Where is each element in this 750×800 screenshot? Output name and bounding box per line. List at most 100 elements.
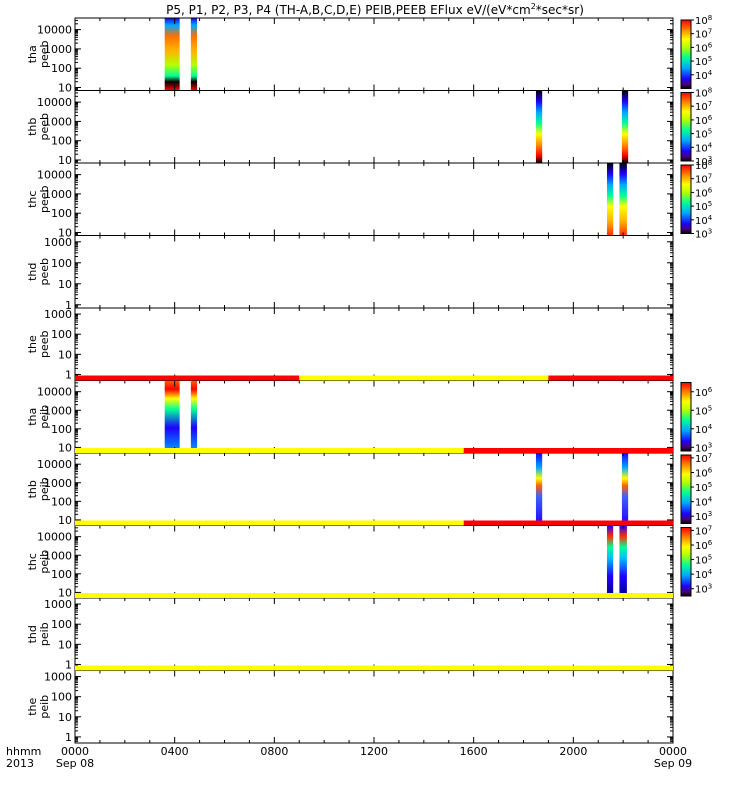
colorbar-label-tha-peeb-1e5: 105 bbox=[695, 55, 712, 68]
colorbar-label-thb-peeb-1e4: 104 bbox=[695, 141, 713, 154]
x-tick-label-2000-20: 2000 bbox=[559, 745, 587, 758]
panel-the-peib: 1 10 100 1000 the peib bbox=[26, 670, 674, 744]
y-tick-label-the-peib-1: 1 bbox=[65, 731, 72, 744]
panel-thd-peib: 1 10 100 1000 thd peib bbox=[26, 597, 674, 671]
colorbar-label-thb-peib-1e5: 105 bbox=[695, 481, 712, 494]
y-tick-label-tha-peib-1000: 1000 bbox=[44, 404, 72, 417]
status-segment-yellow bbox=[75, 665, 673, 671]
data-bar-thb-peeb-2 bbox=[621, 90, 629, 163]
y-tick-label-thd-peib-100: 100 bbox=[51, 618, 72, 631]
y-tick-label-thb-peib-1000: 1000 bbox=[44, 477, 72, 490]
y-tick-label-thd-peeb-100: 100 bbox=[51, 257, 72, 270]
colorbar-scale-thb-peeb bbox=[680, 92, 692, 162]
panel-label-probe-tha-peib: tha bbox=[26, 408, 39, 426]
data-bar-tha-peib-1 bbox=[164, 380, 180, 453]
y-tick-label-thc-peeb-10000: 10000 bbox=[37, 169, 72, 182]
colorbar-scale-thc-peeb bbox=[680, 164, 692, 234]
y-tick-label-thd-peeb-1000: 1000 bbox=[44, 236, 72, 249]
status-segment-yellow bbox=[75, 593, 673, 598]
panel-label-probe-the-peib: the bbox=[26, 697, 39, 715]
colorbar-label-tha-peib-1e5: 105 bbox=[695, 404, 712, 417]
colorbar-scale-tha-peeb bbox=[680, 19, 692, 89]
y-tick-label-the-peib-1000: 1000 bbox=[44, 671, 72, 684]
panel-frame-thb-peib bbox=[74, 452, 674, 526]
panel-label-product-thb-peeb: peeb bbox=[38, 113, 51, 141]
y-tick-label-thc-peib-10: 10 bbox=[58, 586, 72, 599]
colorbar-label-thc-peeb-1e4: 104 bbox=[695, 214, 713, 227]
colorbar-label-thc-peeb-1e5: 105 bbox=[695, 200, 712, 213]
colorbar-label-tha-peeb-1e7: 107 bbox=[695, 28, 712, 41]
colorbar-label-tha-peeb-1e8: 108 bbox=[695, 14, 712, 27]
y-tick-label-the-peeb-100: 100 bbox=[51, 328, 72, 341]
chart-title: P5, P1, P2, P3, P4 (TH-A,B,C,D,E) PEIB,P… bbox=[0, 2, 750, 17]
y-tick-label-the-peib-10: 10 bbox=[58, 711, 72, 724]
data-bar-thb-peeb-1 bbox=[535, 90, 543, 163]
data-bar-tha-peeb-2 bbox=[190, 18, 198, 91]
y-tick-label-thc-peib-10000: 10000 bbox=[37, 531, 72, 544]
status-segment-red bbox=[463, 520, 673, 526]
y-tick-label-tha-peeb-10000: 10000 bbox=[37, 24, 72, 37]
colorbar-label-thb-peeb-1e7: 107 bbox=[695, 100, 712, 113]
panel-label-probe-the-peeb: the bbox=[26, 335, 39, 353]
panel-label-probe-thc-peib: thc bbox=[26, 553, 39, 570]
x-date-label-0: Sep 08 bbox=[56, 757, 94, 770]
panel-the-peeb: 1 10 100 1000 the peeb bbox=[26, 307, 674, 381]
x-tick-label-1600-16: 1600 bbox=[460, 745, 488, 758]
y-tick-label-the-peib-100: 100 bbox=[51, 691, 72, 704]
y-tick-label-thd-peeb-10: 10 bbox=[58, 278, 72, 291]
x-tick-label-0000-0: 0000 bbox=[61, 745, 89, 758]
colorbar-scale-thc-peib bbox=[680, 527, 692, 597]
x-tick-label-0000-24: 0000 bbox=[659, 745, 687, 758]
x-axis-corner-label-year: 2013 bbox=[6, 757, 34, 770]
data-bar-thb-peib-2 bbox=[621, 453, 629, 526]
panel-frame-thc-peib bbox=[74, 525, 674, 599]
y-tick-label-thb-peeb-1000: 1000 bbox=[44, 115, 72, 128]
colorbar-label-thb-peib-1e4: 104 bbox=[695, 496, 713, 509]
data-bar-tha-peib-2 bbox=[190, 380, 198, 453]
y-tick-label-tha-peib-10: 10 bbox=[58, 441, 72, 454]
panel-thd-peeb: 1 10 100 1000 thd peeb bbox=[26, 235, 674, 312]
panel-label-probe-thb-peeb: thb bbox=[26, 118, 39, 136]
data-bar-thc-peeb-1 bbox=[606, 163, 614, 236]
status-bar-2 bbox=[75, 448, 673, 453]
panel-frame-the-peeb bbox=[74, 307, 674, 381]
y-tick-label-tha-peib-10000: 10000 bbox=[37, 386, 72, 399]
data-bar-thc-peib-2 bbox=[619, 525, 627, 598]
colorbar-label-thc-peib-1e5: 105 bbox=[695, 554, 712, 567]
colorbar-label-thb-peib-1e3: 103 bbox=[695, 510, 712, 523]
panel-frame-thd-peib bbox=[74, 597, 674, 671]
data-bar-thb-peib-1 bbox=[535, 453, 543, 526]
panel-label-product-the-peeb: peeb bbox=[38, 330, 51, 358]
panel-label-product-tha-peeb: peeb bbox=[38, 40, 51, 68]
x-axis-corner-label-hhmm: hhmm bbox=[6, 745, 41, 758]
status-segment-red bbox=[75, 375, 300, 381]
y-tick-label-thd-peib-10: 10 bbox=[58, 638, 72, 651]
panel-frame-the-peib bbox=[74, 670, 674, 744]
colorbar-label-thb-peeb-1e8: 108 bbox=[695, 87, 712, 100]
y-tick-label-thc-peib-100: 100 bbox=[51, 568, 72, 581]
panel-label-product-thd-peib: peib bbox=[38, 622, 51, 646]
colorbar-label-thb-peeb-1e6: 106 bbox=[695, 114, 713, 127]
x-tick-label-1200-12: 1200 bbox=[360, 745, 388, 758]
y-tick-label-the-peeb-10: 10 bbox=[58, 348, 72, 361]
y-tick-label-tha-peeb-1000: 1000 bbox=[44, 43, 72, 56]
y-tick-label-the-peeb-1000: 1000 bbox=[44, 308, 72, 321]
y-tick-label-thb-peib-10000: 10000 bbox=[37, 458, 72, 471]
x-date-label-24: Sep 09 bbox=[654, 757, 692, 770]
colorbar-label-thc-peeb-1e3: 103 bbox=[695, 228, 712, 241]
y-tick-label-thb-peeb-10000: 10000 bbox=[37, 96, 72, 109]
status-segment-red bbox=[548, 375, 673, 381]
data-bar-thc-peib-1 bbox=[606, 525, 614, 598]
y-tick-label-thd-peib-1000: 1000 bbox=[44, 598, 72, 611]
panel-label-probe-thb-peib: thb bbox=[26, 480, 39, 498]
colorbar-label-thb-peeb-1e5: 105 bbox=[695, 128, 712, 141]
status-bar-1 bbox=[75, 375, 673, 381]
y-tick-label-thd-peeb-1: 1 bbox=[65, 299, 72, 312]
